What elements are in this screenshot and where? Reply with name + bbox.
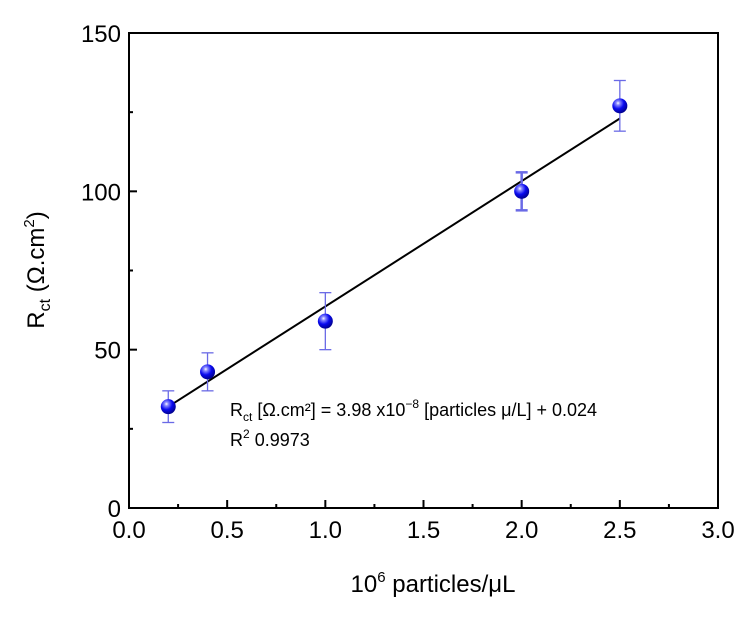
data-point-marker: [514, 183, 530, 199]
data-point-marker: [200, 364, 216, 380]
y-axis-title: Rct (Ω.cm2): [21, 211, 54, 328]
linear-fit-line: [167, 117, 621, 408]
x-tick-label: 0.0: [112, 517, 145, 544]
x-tick-label: 1.0: [309, 517, 342, 544]
x-tick-label: 0.5: [210, 517, 243, 544]
error-bars: [162, 79, 626, 424]
y-axis-ticks: 0 50 100 150: [81, 21, 137, 523]
x-tick-label: 1.5: [407, 517, 440, 544]
y-tick-label: 0: [108, 496, 121, 523]
r-squared-label: R2 0.9973: [230, 427, 310, 450]
data-points: [160, 98, 628, 415]
fit-equation: Rct [Ω.cm²] = 3.98 x10−8 [particles μ/L]…: [230, 397, 597, 424]
plot-frame: [128, 32, 719, 509]
data-point-marker: [612, 98, 628, 114]
x-tick-label: 3.0: [701, 517, 734, 544]
y-tick-label: 50: [94, 338, 121, 365]
x-axis-title: 106 particles/μL: [351, 569, 516, 598]
x-axis-ticks: 0.0 0.5 1.0 1.5 2.0 2.5 3.0: [112, 500, 735, 544]
y-tick-label: 150: [81, 21, 121, 48]
data-point-marker: [317, 313, 333, 329]
x-tick-label: 2.5: [603, 517, 636, 544]
y-tick-label: 100: [81, 179, 121, 206]
x-tick-label: 2.0: [505, 517, 538, 544]
data-point-marker: [160, 399, 176, 415]
